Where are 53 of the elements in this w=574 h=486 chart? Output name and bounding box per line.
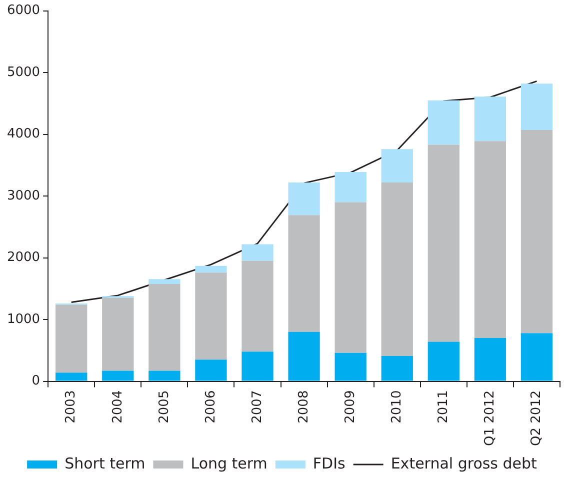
x-tick-label: 2010 xyxy=(389,390,404,424)
bar xyxy=(148,370,180,381)
bar xyxy=(242,244,274,261)
bar xyxy=(102,298,134,371)
x-tick-label: Q1 2012 xyxy=(482,390,498,446)
bar xyxy=(195,272,227,360)
legend-label: External gross debt xyxy=(390,454,538,472)
bar xyxy=(520,333,553,381)
bar xyxy=(242,352,274,381)
x-tick-label: 2009 xyxy=(342,390,358,424)
bar xyxy=(195,266,227,273)
bar xyxy=(288,182,320,216)
y-tick-label: 4000 xyxy=(6,126,40,142)
bar xyxy=(334,352,366,381)
legend-label: Short term xyxy=(64,454,146,472)
x-tick-label: 2005 xyxy=(156,390,172,424)
bar xyxy=(428,144,460,342)
x-tick-label: Q2 2012 xyxy=(529,390,544,446)
bar xyxy=(148,279,180,284)
bar xyxy=(381,182,413,356)
y-tick-label: 3000 xyxy=(6,188,40,204)
bar xyxy=(148,284,180,371)
bar xyxy=(474,141,506,338)
bar xyxy=(56,372,88,381)
bar xyxy=(334,202,366,353)
bar xyxy=(520,84,553,130)
bar xyxy=(334,172,366,202)
bar xyxy=(474,96,506,142)
x-tick-label: 2004 xyxy=(110,390,126,424)
x-tick-label: 2011 xyxy=(436,390,452,424)
bar xyxy=(474,338,506,381)
bar xyxy=(381,356,413,381)
bar xyxy=(56,304,88,373)
legend-label: FDIs xyxy=(312,454,346,472)
y-tick-label: 5000 xyxy=(6,64,40,80)
y-tick-label: 6000 xyxy=(6,3,40,18)
x-tick-label: 2006 xyxy=(203,390,218,424)
x-tick-label: 2007 xyxy=(250,390,265,424)
x-tick-label: 2008 xyxy=(296,390,312,424)
bar xyxy=(102,370,134,381)
legend-label: Long term xyxy=(190,454,268,472)
y-tick-label: 1000 xyxy=(6,312,40,327)
bar xyxy=(288,215,320,332)
bar xyxy=(288,332,320,381)
y-tick-label: 2000 xyxy=(6,250,40,266)
bar xyxy=(242,260,274,352)
bar xyxy=(520,130,553,334)
bar xyxy=(381,149,413,182)
bar xyxy=(195,360,227,381)
y-tick-label: 0 xyxy=(32,374,40,389)
bar xyxy=(428,342,460,381)
bar xyxy=(428,100,460,145)
x-tick-label: 2003 xyxy=(64,390,79,424)
